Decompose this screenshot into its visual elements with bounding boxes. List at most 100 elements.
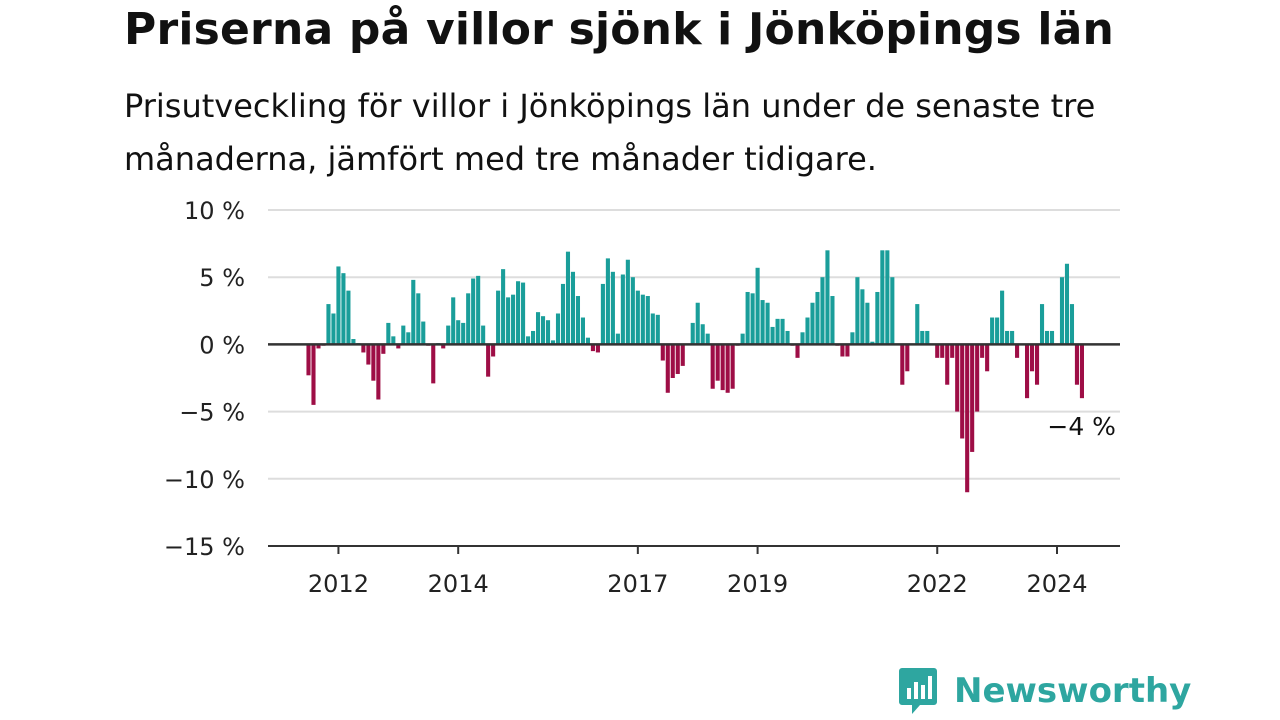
bar xyxy=(331,313,336,345)
bar xyxy=(361,344,366,353)
y-tick-label: −5 % xyxy=(179,399,245,427)
bar xyxy=(760,300,765,345)
bar xyxy=(915,304,920,345)
x-tick-label: 2024 xyxy=(1026,570,1087,598)
bar xyxy=(700,324,705,345)
bar xyxy=(865,302,870,345)
bar xyxy=(1059,277,1065,345)
bar xyxy=(890,277,895,345)
bar xyxy=(311,344,316,405)
last-value-label: −4 % xyxy=(1047,412,1116,441)
bar xyxy=(755,267,760,345)
bar xyxy=(600,283,605,345)
bar xyxy=(805,317,810,345)
bar xyxy=(995,317,1000,345)
bar xyxy=(555,313,561,345)
bar xyxy=(825,250,830,345)
bar xyxy=(560,283,566,345)
bar xyxy=(605,258,610,345)
bar xyxy=(416,293,421,345)
bar xyxy=(521,282,526,345)
bar xyxy=(720,344,725,391)
bar xyxy=(396,344,401,349)
bar xyxy=(785,330,790,345)
bar xyxy=(880,250,885,345)
newsworthy-logo: Newsworthy xyxy=(898,666,1191,716)
bar xyxy=(770,326,775,345)
bar xyxy=(820,277,825,345)
bar xyxy=(336,266,341,345)
bar xyxy=(506,297,511,345)
bar xyxy=(750,293,755,345)
bar xyxy=(695,302,700,345)
bar xyxy=(466,293,471,345)
bar xyxy=(935,344,940,358)
bar xyxy=(730,344,735,389)
x-tick-label: 2019 xyxy=(727,570,788,598)
bar xyxy=(376,344,381,400)
bar xyxy=(795,344,800,358)
bar xyxy=(316,344,321,349)
chart-title: Priserna på villor sjönk i Jönköpings lä… xyxy=(124,4,1115,55)
bar xyxy=(640,294,645,345)
x-tick-label: 2012 xyxy=(308,570,369,598)
bar xyxy=(371,344,376,381)
bar xyxy=(830,296,835,345)
bar xyxy=(950,344,955,358)
bar xyxy=(710,344,715,389)
bar xyxy=(501,269,506,345)
bar xyxy=(860,289,865,345)
bar xyxy=(550,340,556,345)
bar xyxy=(341,273,346,345)
bar xyxy=(715,344,720,381)
bar xyxy=(565,251,571,345)
bar xyxy=(775,318,780,345)
bar xyxy=(855,277,860,345)
bar xyxy=(535,312,541,345)
bar xyxy=(411,279,416,345)
bar xyxy=(511,294,516,345)
bar xyxy=(491,344,496,357)
bar xyxy=(575,296,581,345)
bar xyxy=(970,344,975,452)
bar xyxy=(381,344,386,354)
bar xyxy=(570,271,576,345)
y-tick-label: 10 % xyxy=(184,197,245,225)
bar xyxy=(945,344,950,385)
bar xyxy=(401,325,406,345)
bar xyxy=(875,291,880,345)
y-tick-label: 0 % xyxy=(199,331,245,359)
bar xyxy=(391,336,396,345)
bar xyxy=(675,344,680,374)
bar xyxy=(845,344,850,357)
x-tick-label: 2014 xyxy=(428,570,489,598)
bar xyxy=(635,290,640,345)
bar xyxy=(665,344,670,393)
chart-subtitle: Prisutveckling för villor i Jönköpings l… xyxy=(124,87,1096,178)
bar xyxy=(306,344,311,376)
bar xyxy=(346,290,351,345)
y-tick-label: −10 % xyxy=(164,466,245,494)
bar xyxy=(580,317,585,345)
bar xyxy=(1064,263,1070,345)
bar xyxy=(526,336,531,345)
grid-lines xyxy=(268,209,1120,480)
bar xyxy=(680,344,685,366)
bar xyxy=(461,322,466,345)
bar xyxy=(421,321,426,345)
bar xyxy=(1005,330,1010,345)
bar xyxy=(610,271,615,345)
bar xyxy=(496,290,501,345)
bar xyxy=(670,344,675,378)
bar xyxy=(645,296,650,345)
bar xyxy=(1034,344,1040,385)
bar xyxy=(590,344,595,352)
bar xyxy=(800,332,805,345)
bar xyxy=(630,277,635,345)
bar xyxy=(980,344,985,358)
bar xyxy=(765,302,770,345)
bar xyxy=(955,344,960,412)
bar xyxy=(1015,344,1020,358)
bar xyxy=(451,297,456,345)
bar xyxy=(975,344,980,412)
